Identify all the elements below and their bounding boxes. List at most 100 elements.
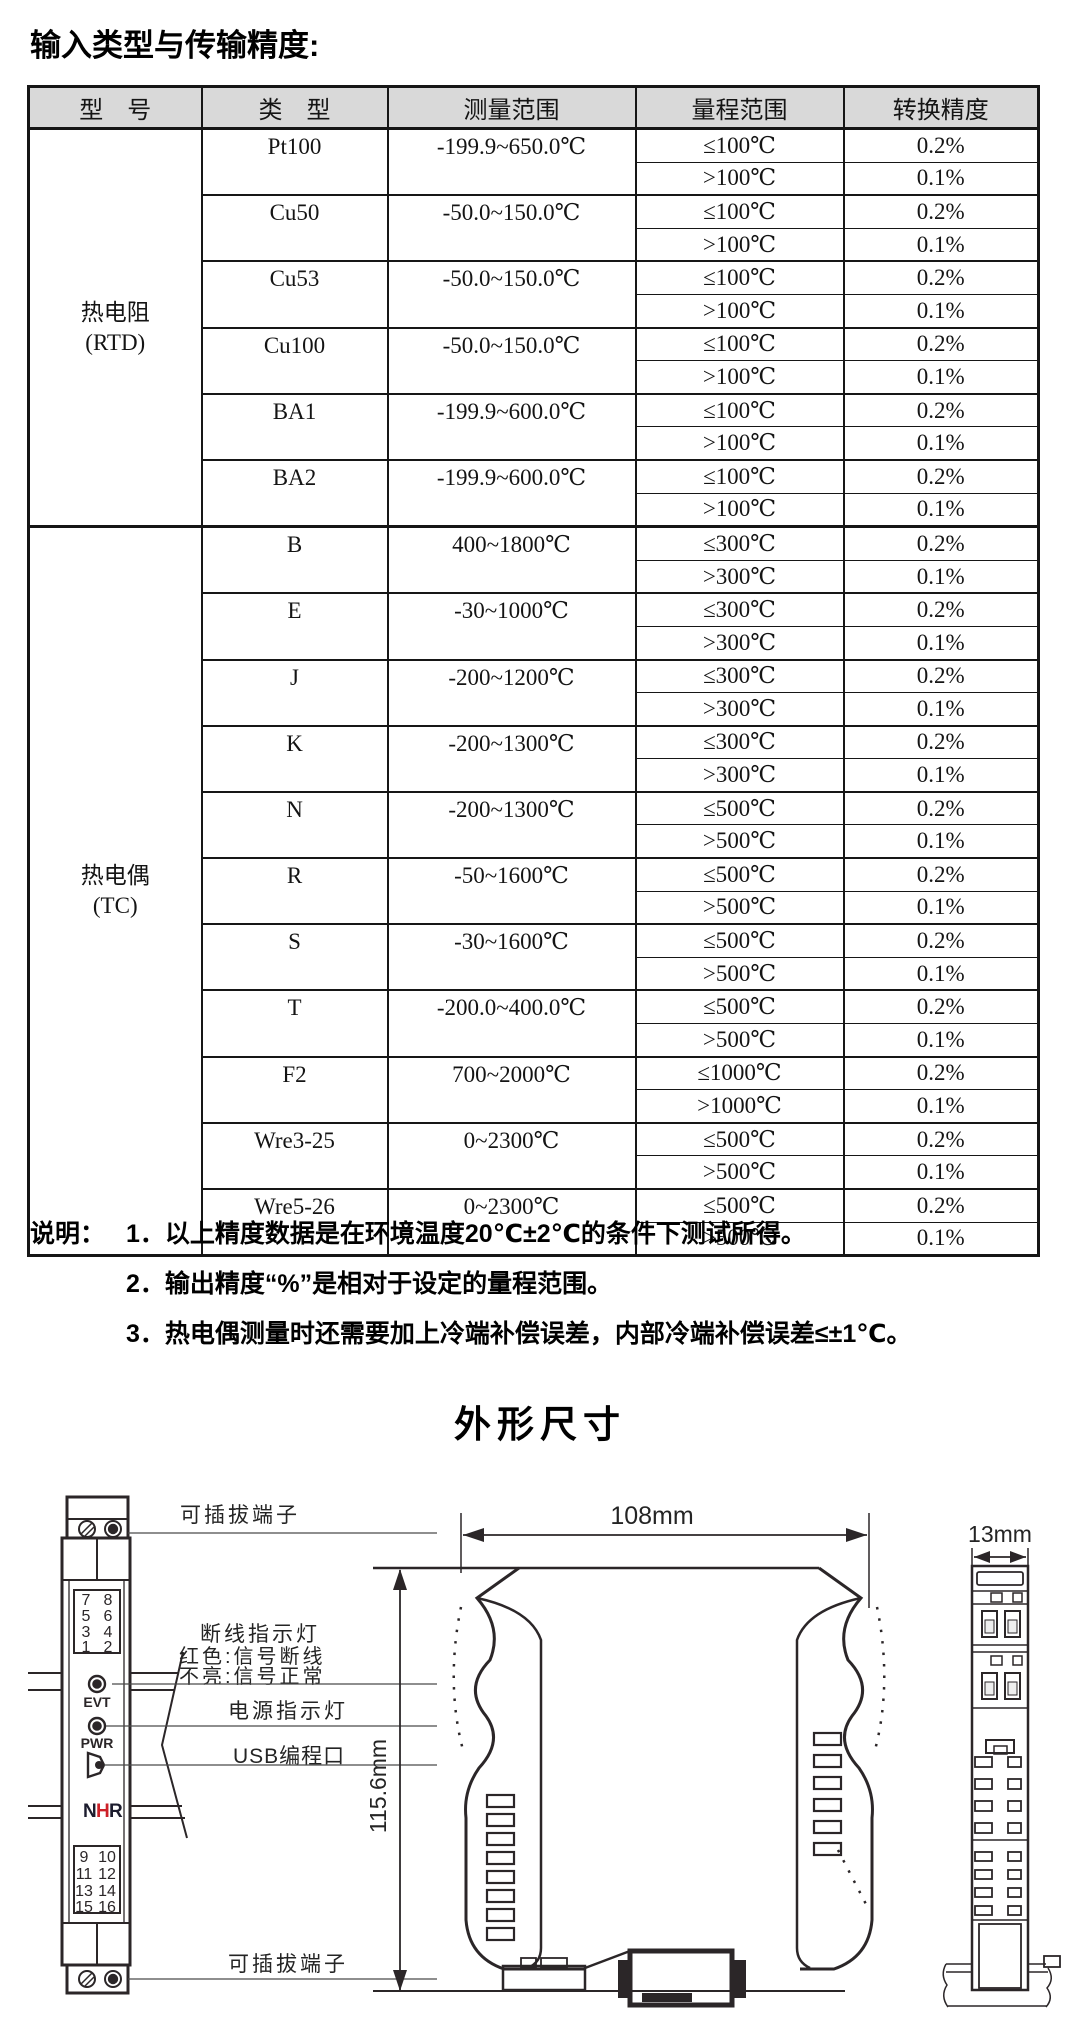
table-row: R -50~1600℃ ≤500℃ 0.2% xyxy=(29,857,1040,925)
dim-depth-text: 13mm xyxy=(968,1521,1032,1547)
spec-table: 型 号 类 型 测量范围 量程范围 转换精度 热电阻 (RTD) Pt100 -199… xyxy=(27,85,1040,1258)
range-cell: -200~1300℃ xyxy=(386,724,637,792)
accuracy-cell: 0.2% xyxy=(842,658,1040,693)
span-cell: ≤100℃ xyxy=(634,392,845,427)
accuracy-cell: 0.2% xyxy=(842,194,1040,229)
span-cell: ≤100℃ xyxy=(634,127,845,163)
accuracy-cell: 0.2% xyxy=(842,1187,1040,1223)
terminal-2: 2 xyxy=(104,1639,113,1656)
table-subrow: >100℃ 0.1% xyxy=(29,360,1040,394)
span-cell: >100℃ xyxy=(634,426,845,460)
table-subrow: >500℃ 0.1% xyxy=(29,1155,1040,1189)
span-cell: >300℃ xyxy=(634,559,845,594)
type-cell: T xyxy=(200,989,389,1057)
evt-led-icon xyxy=(87,1674,107,1694)
table-subrow: >300℃ 0.1% xyxy=(29,758,1040,792)
range-cell: -200~1300℃ xyxy=(386,790,637,859)
terminal-15: 15 xyxy=(75,1899,93,1916)
vent-slats-left xyxy=(485,1793,516,1942)
type-cell: Cu50 xyxy=(200,194,389,262)
terminal-numbers-bottom: 9 10 11 12 13 14 15 16 xyxy=(75,1849,116,1916)
label-power-led: 电源指示灯 xyxy=(228,1700,348,1723)
vent-slats-right xyxy=(812,1731,843,1857)
span-cell: >300℃ xyxy=(634,758,845,792)
arrow-down-icon xyxy=(393,1970,407,1991)
table-row: BA1 -199.9~600.0℃ ≤100℃ 0.2% xyxy=(29,392,1040,460)
range-cell: -199.9~650.0℃ xyxy=(386,127,637,196)
nhr-logo: N H R xyxy=(83,1801,123,1822)
terminal-number-box-top xyxy=(73,1589,121,1654)
table-row: Cu53 -50.0~150.0℃ ≤100℃ 0.2% xyxy=(29,260,1040,328)
span-cell: >1000℃ xyxy=(634,1089,845,1123)
accuracy-cell: 0.1% xyxy=(842,559,1040,594)
accuracy-cell: 0.1% xyxy=(842,492,1040,527)
grip-dots xyxy=(452,1606,886,1911)
accuracy-cell: 0.1% xyxy=(842,293,1040,328)
evt-label: EVT xyxy=(83,1694,111,1710)
accuracy-cell: 0.1% xyxy=(842,426,1040,460)
range-cell: -199.9~600.0℃ xyxy=(386,392,637,460)
table-subrow: >300℃ 0.1% xyxy=(29,559,1040,594)
terminal-4: 4 xyxy=(104,1624,113,1641)
table-row: F2 700~2000℃ ≤1000℃ 0.2% xyxy=(29,1055,1040,1123)
col-header-span: 量程范围 xyxy=(634,86,845,130)
terminal-9: 9 xyxy=(80,1849,89,1866)
terminal-11: 11 xyxy=(76,1866,93,1883)
table-subrow: >300℃ 0.1% xyxy=(29,692,1040,726)
front-module-drawing: 7 8 5 6 3 4 1 2 EVT PWR xyxy=(28,1495,188,1995)
terminal-6: 6 xyxy=(104,1608,113,1625)
table-subrow: >500℃ 0.1% xyxy=(29,824,1040,859)
label-break-red: 红色:信号断线 xyxy=(179,1645,326,1668)
col-header-model: 型 号 xyxy=(27,86,203,130)
notes-prefix: 说明： xyxy=(30,1220,106,1248)
type-cell: BA1 xyxy=(200,392,389,460)
note-line-2: 2．输出精度“%”是相对于设定的量程范围。 xyxy=(30,1268,1060,1300)
type-cell: R xyxy=(200,857,389,925)
pwr-led-icon xyxy=(87,1716,107,1736)
table-subrow: >500℃ 0.1% xyxy=(29,890,1040,925)
terminal-13: 13 xyxy=(75,1883,93,1900)
logo-letter-n: N xyxy=(83,1801,97,1822)
span-cell: ≤500℃ xyxy=(634,857,845,892)
range-cell: -200~1200℃ xyxy=(386,658,637,726)
range-cell: 400~1800℃ xyxy=(386,525,637,594)
label-plug-terminal-top: 可插拔端子 xyxy=(180,1504,300,1527)
usb-port-icon xyxy=(86,1751,106,1779)
span-cell: >500℃ xyxy=(634,824,845,859)
terminal-16: 16 xyxy=(98,1899,116,1916)
dimensions-section-title: 外形尺寸 xyxy=(454,1404,626,1445)
accuracy-cell: 0.2% xyxy=(842,1055,1040,1090)
table-row: Cu100 -50.0~150.0℃ ≤100℃ 0.2% xyxy=(29,326,1040,394)
side-profile-drawing xyxy=(373,1566,886,2008)
type-cell: B xyxy=(200,525,389,594)
span-cell: ≤300℃ xyxy=(634,592,845,627)
note-text-2: 2．输出精度“%”是相对于设定的量程范围。 xyxy=(126,1270,613,1298)
type-cell: BA2 xyxy=(200,458,389,527)
dimension-height: 115.6mm xyxy=(365,1569,407,1991)
range-cell: -199.9~600.0℃ xyxy=(386,458,637,527)
span-cell: ≤1000℃ xyxy=(634,1055,845,1090)
accuracy-cell: 0.1% xyxy=(842,692,1040,726)
span-cell: >300℃ xyxy=(634,625,845,660)
leader-lines xyxy=(104,1532,437,1980)
accuracy-cell: 0.1% xyxy=(842,360,1040,394)
span-cell: ≤100℃ xyxy=(634,260,845,295)
accuracy-cell: 0.2% xyxy=(842,592,1040,627)
terminal-1: 1 xyxy=(82,1639,91,1656)
table-row: T -200.0~400.0℃ ≤500℃ 0.2% xyxy=(29,989,1040,1057)
accuracy-cell: 0.2% xyxy=(842,790,1040,825)
accuracy-cell: 0.1% xyxy=(842,625,1040,660)
accuracy-cell: 0.1% xyxy=(842,956,1040,991)
accuracy-cell: 0.2% xyxy=(842,923,1040,958)
span-cell: ≤300℃ xyxy=(634,525,845,561)
range-cell: -50.0~150.0℃ xyxy=(386,260,637,328)
accuracy-cell: 0.2% xyxy=(842,989,1040,1024)
arrow-left-icon xyxy=(463,1528,484,1542)
arrow-up-icon xyxy=(393,1569,407,1590)
type-cell: K xyxy=(200,724,389,792)
dim-height-text: 115.6mm xyxy=(365,1739,391,1833)
span-cell: >500℃ xyxy=(634,1155,845,1189)
page-title: 输入类型与传输精度: xyxy=(30,28,320,63)
col-header-range: 测量范围 xyxy=(386,86,637,130)
rail-cross-section xyxy=(942,1955,1061,2008)
